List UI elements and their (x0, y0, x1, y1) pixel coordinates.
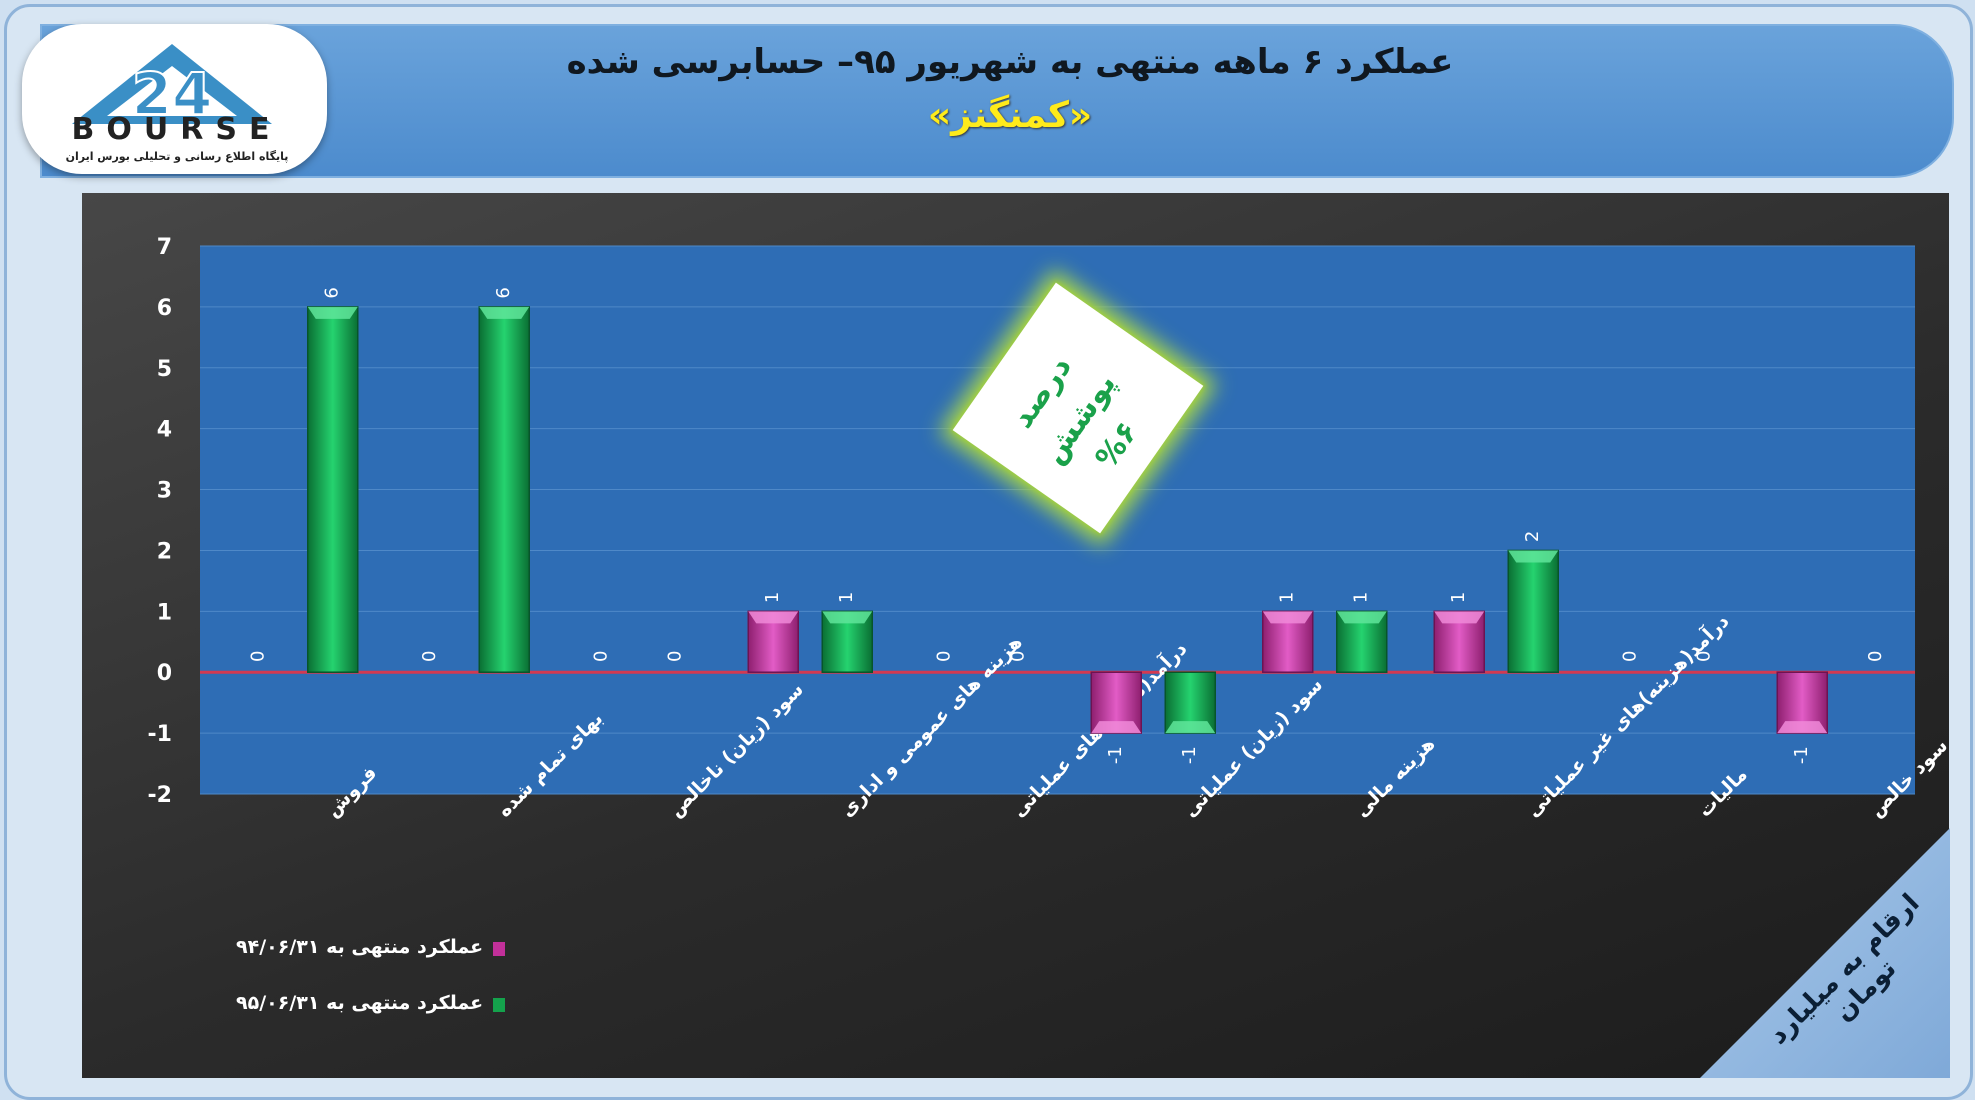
data-label: 0 (248, 650, 269, 661)
y-tick-label: 2 (157, 539, 172, 564)
bar-bevel (748, 611, 799, 624)
logo: 24 BOURSE پایگاه اطلاع رسانی و تحلیلی بو… (22, 24, 327, 174)
legend-swatch-series-2 (493, 998, 506, 1012)
data-label: 0 (591, 650, 612, 661)
logo-word: BOURSE (71, 112, 282, 147)
data-label: 6 (493, 287, 514, 298)
bar-bevel (1091, 721, 1142, 734)
data-label: 0 (1620, 650, 1641, 661)
y-tick-label: 7 (157, 235, 172, 260)
company-name: «کمنگنز» (927, 95, 1093, 136)
bar-bevel (1336, 611, 1387, 624)
data-label: 0 (934, 650, 955, 661)
legend-swatch-series-1 (493, 942, 506, 956)
bar-bevel (1434, 611, 1485, 624)
legend-item-series-1: عملکرد منتهی به ۹۴/۰۶/۳۱ (236, 936, 506, 966)
data-label: 1 (1277, 592, 1298, 603)
bar (478, 306, 530, 673)
legend-label-series-2: عملکرد منتهی به ۹۵/۰۶/۳۱ (236, 992, 484, 1014)
bar-bevel (1508, 550, 1559, 563)
data-label: -1 (1105, 746, 1126, 764)
logo-mark-icon: 24 (72, 44, 272, 129)
bar (307, 306, 359, 673)
logo-triangle-inner (107, 66, 237, 116)
bar-bevel (1777, 721, 1828, 734)
y-tick-label: -2 (148, 783, 172, 808)
data-label: 0 (1694, 650, 1715, 661)
data-label: 0 (1865, 650, 1886, 661)
bar-bevel (1165, 721, 1216, 734)
data-label: 1 (762, 592, 783, 603)
data-label: 0 (665, 650, 686, 661)
data-label: 0 (1008, 650, 1029, 661)
logo-number: 24 (132, 60, 213, 128)
data-label: 2 (1522, 531, 1543, 542)
y-tick-label: 5 (157, 357, 172, 382)
data-label: 1 (836, 592, 857, 603)
y-tick-label: 3 (157, 479, 172, 504)
data-label: -1 (1791, 746, 1812, 764)
y-tick-label: 4 (157, 418, 172, 443)
bar-bevel (307, 306, 358, 319)
data-label: 1 (1351, 592, 1372, 603)
legend-label-series-1: عملکرد منتهی به ۹۴/۰۶/۳۱ (236, 936, 484, 958)
bar (1507, 549, 1559, 673)
y-tick-label: 6 (157, 296, 172, 321)
data-label: 0 (419, 650, 440, 661)
y-tick-label: 1 (157, 600, 172, 625)
y-tick-label: 0 (157, 661, 172, 686)
header-band (40, 24, 1954, 178)
data-label: 6 (322, 287, 343, 298)
bar-bevel (479, 306, 530, 319)
data-label: -1 (1179, 746, 1200, 764)
data-label: 1 (1448, 592, 1469, 603)
legend-item-series-2: عملکرد منتهی به ۹۵/۰۶/۳۱ (236, 992, 506, 1022)
bar-bevel (822, 611, 873, 624)
logo-tagline: پایگاه اطلاع رسانی و تحلیلی بورس ایران (65, 150, 289, 163)
bar-bevel (1262, 611, 1313, 624)
y-tick-label: -1 (148, 722, 172, 747)
page-title: عملکرد ۶ ماهه منتهی به شهریور ۹۵– حسابرس… (566, 42, 1454, 82)
